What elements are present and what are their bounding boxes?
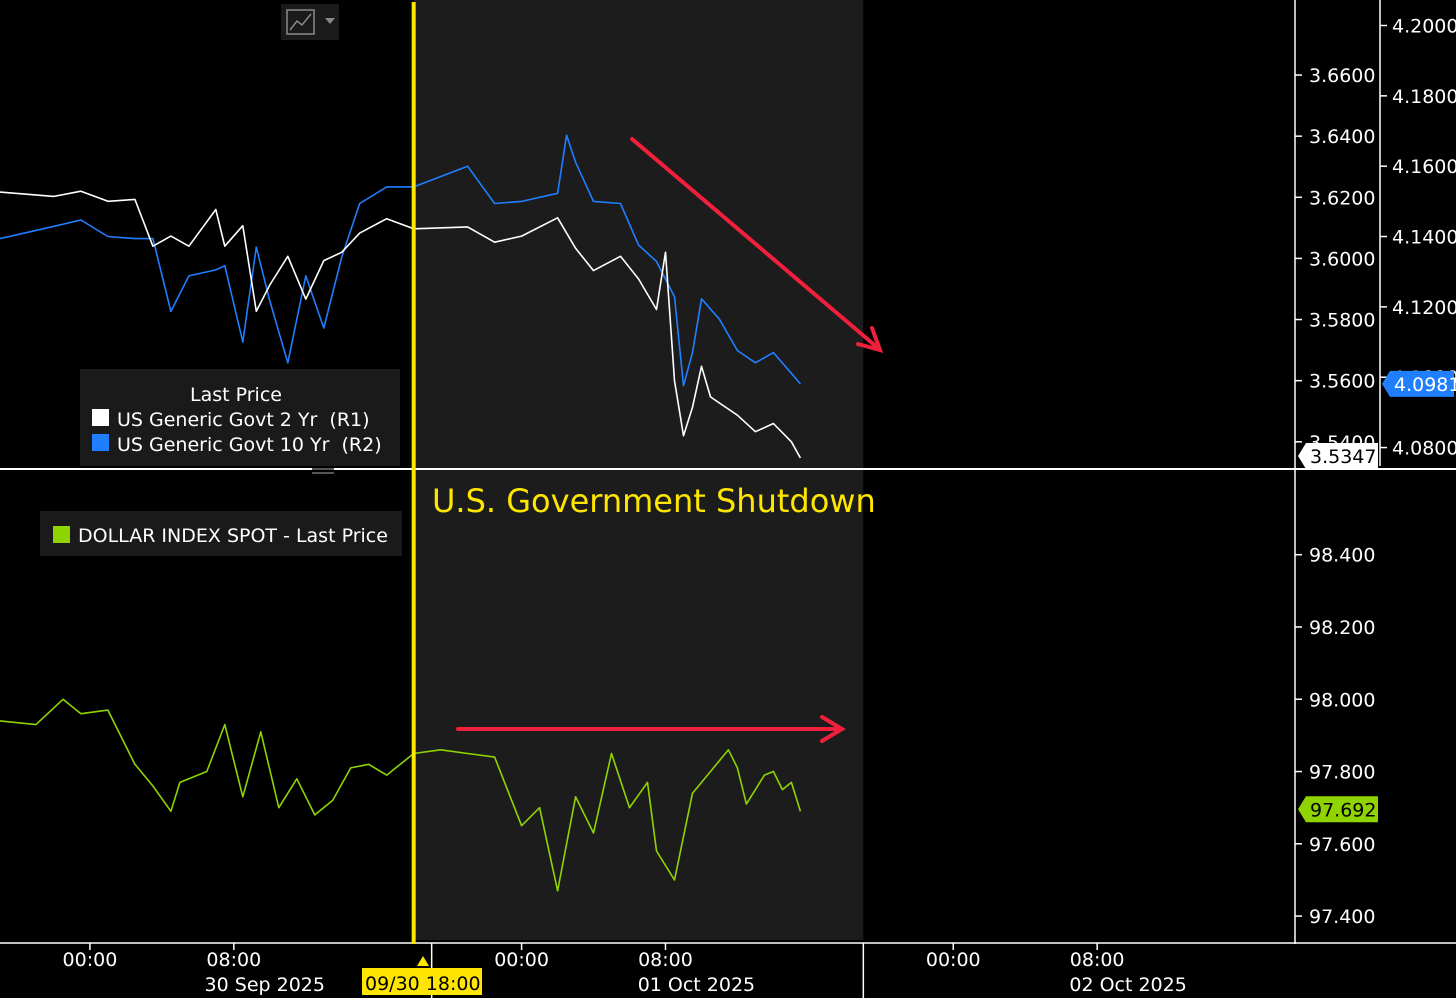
r1-tick-label: 3.6000 [1309,248,1375,270]
dxy-tick-label: 98.200 [1309,617,1375,639]
top-panel-series [0,134,802,459]
time-tick-label: 08:00 [1070,949,1125,971]
line-chart-icon[interactable] [286,9,315,35]
r1-tick-label: 3.6200 [1309,187,1375,209]
legend-label-10yr: US Generic Govt 10 Yr (R2) [117,434,382,456]
r1-tick-label: 3.6400 [1309,126,1375,148]
chevron-down-icon[interactable] [325,18,335,24]
last-value-10yr-box [1382,370,1454,397]
last-value-2yr-label: 3.5347 [1310,446,1376,468]
last-value-dxy-box [1298,796,1378,823]
event-time-label: 09/30 18:00 [365,973,481,995]
r2-tick-label: 4.1200 [1392,297,1456,319]
time-tick-label: 00:00 [926,949,981,971]
panel-splitter[interactable] [312,468,334,474]
r2-tick-label: 4.0800 [1392,438,1456,460]
last-value-dxy-label: 97.692 [1310,799,1376,821]
legend-title: Last Price [190,384,282,406]
time-tick-label: 00:00 [494,949,549,971]
r1-tick-label: 3.5600 [1309,371,1375,393]
date-label: 01 Oct 2025 [638,974,755,996]
chart-type-toolbar[interactable] [281,4,339,40]
legend-label-2yr: US Generic Govt 2 Yr (R1) [117,409,370,431]
bottom-trend-arrow [456,715,846,743]
r2-tick-label: 4.2000 [1392,15,1456,37]
time-tick-label: 00:00 [63,949,118,971]
bottom-right-axis-ticks: 97.400 97.600 97.800 98.000 98.200 98.400 [1295,545,1375,928]
time-tick-label: 08:00 [638,949,693,971]
axis-frame [0,0,1456,944]
dxy-tick-label: 98.000 [1309,689,1375,711]
dxy-tick-label: 98.400 [1309,545,1375,567]
r2-tick-label: 4.1600 [1392,156,1456,178]
time-axis-ticks: 00:00 08:00 00:00 08:00 00:00 08:00 30 Sep 202… [63,943,1187,998]
top-legend: Last Price US Generic Govt 2 Yr (R1) US … [80,369,400,466]
date-label: 02 Oct 2025 [1069,974,1186,996]
last-value-badges: 3.5347 4.0981 97.692 [1298,370,1456,823]
bottom-panel-series [0,698,802,892]
last-value-10yr-label: 4.0981 [1394,374,1456,396]
dxy-tick-label: 97.600 [1309,834,1375,856]
series-line-dxy [0,698,802,892]
date-label: 30 Sep 2025 [205,974,325,996]
series-line-10yr [0,134,802,387]
legend-swatch-dxy [53,526,70,543]
event-time-marker: 09/30 18:00 [362,956,482,995]
bottom-legend: DOLLAR INDEX SPOT - Last Price [40,511,402,556]
r2-tick-label: 4.1800 [1392,86,1456,108]
legend-swatch-10yr [92,434,109,451]
dxy-tick-label: 97.800 [1309,762,1375,784]
time-tick-label: 08:00 [206,949,261,971]
series-line-2yr [0,190,802,459]
last-value-2yr-box [1298,443,1378,469]
event-title: U.S. Government Shutdown [432,482,876,520]
legend-swatch-2yr [92,409,109,426]
r1-tick-label: 3.5800 [1309,310,1375,332]
legend-label-dxy: DOLLAR INDEX SPOT - Last Price [78,525,388,547]
r2-tick-label: 4.1400 [1392,227,1456,249]
dxy-tick-label: 97.400 [1309,906,1375,928]
r1-tick-label: 3.6600 [1309,65,1375,87]
top-trend-arrow [630,137,884,353]
